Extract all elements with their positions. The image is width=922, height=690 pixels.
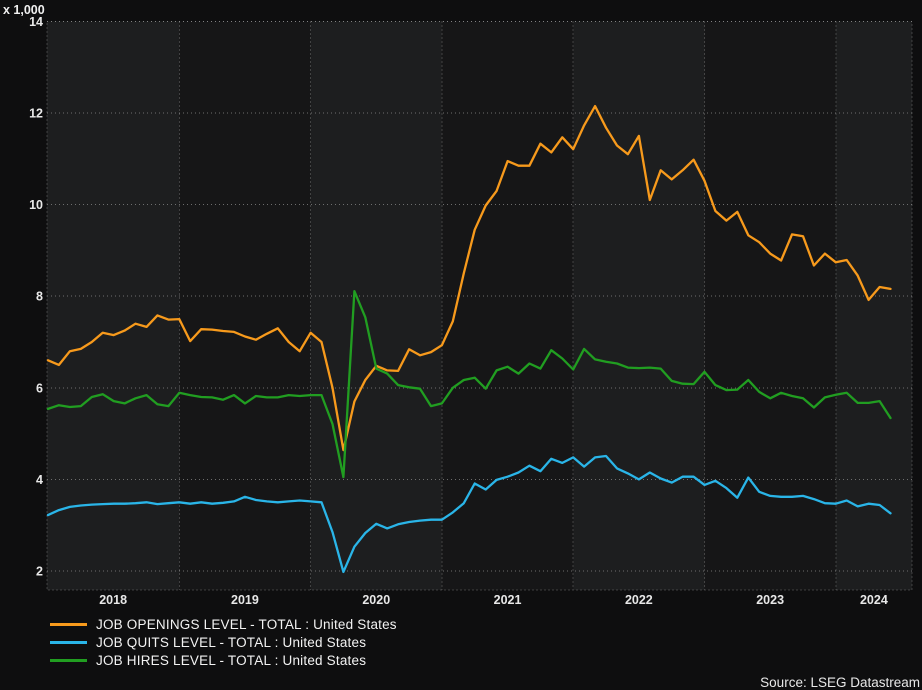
legend-item-openings: JOB OPENINGS LEVEL - TOTAL : United Stat…	[50, 615, 397, 633]
year-band-2024	[835, 21, 912, 590]
x-tick-label-2021: 2021	[494, 593, 522, 607]
year-band-2023	[704, 21, 836, 590]
x-tick-label-2023: 2023	[756, 593, 784, 607]
y-tick-label-4: 4	[36, 473, 43, 487]
hires-line	[46, 290, 892, 479]
legend-swatch-hires	[50, 659, 87, 663]
year-band-2019	[179, 21, 311, 590]
legend: JOB OPENINGS LEVEL - TOTAL : United Stat…	[50, 615, 397, 670]
openings-line	[46, 104, 892, 452]
source-attribution: Source: LSEG Datastream	[760, 675, 920, 690]
legend-item-quits: JOB QUITS LEVEL - TOTAL : United States	[50, 633, 397, 651]
legend-label-quits: JOB QUITS LEVEL - TOTAL : United States	[96, 635, 367, 651]
year-band-2022	[573, 21, 705, 590]
legend-label-openings: JOB OPENINGS LEVEL - TOTAL : United Stat…	[96, 616, 397, 632]
legend-label-hires: JOB HIRES LEVEL - TOTAL : United States	[96, 653, 367, 669]
x-tick-label-2018: 2018	[99, 593, 127, 607]
quits-line	[46, 454, 892, 574]
year-band-2021	[441, 21, 574, 590]
x-tick-label-2020: 2020	[362, 593, 390, 607]
y-tick-label-6: 6	[36, 381, 43, 395]
y-tick-label-10: 10	[29, 198, 43, 212]
legend-item-hires: JOB HIRES LEVEL - TOTAL : United States	[50, 652, 397, 670]
year-band-2018	[47, 21, 180, 590]
legend-swatch-openings	[50, 622, 87, 626]
y-tick-label-12: 12	[29, 107, 43, 121]
y-tick-label-14: 14	[29, 15, 43, 29]
x-tick-label-2024: 2024	[860, 593, 888, 607]
plot-border	[46, 20, 913, 591]
y-axis-unit-label: x 1,000	[3, 3, 45, 17]
legend-swatch-quits	[50, 641, 87, 645]
x-tick-label-2019: 2019	[231, 593, 259, 607]
x-tick-label-2022: 2022	[625, 593, 653, 607]
y-tick-label-8: 8	[36, 290, 43, 304]
y-tick-label-2: 2	[36, 565, 43, 579]
year-band-2020	[310, 21, 442, 590]
